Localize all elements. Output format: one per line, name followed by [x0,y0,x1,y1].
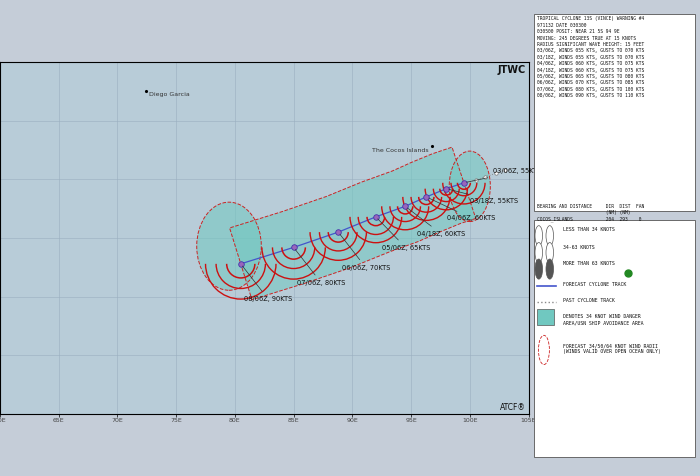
Text: FORECAST CYCLONE TRACK: FORECAST CYCLONE TRACK [563,282,626,287]
Text: 03/06Z, 55KTS: 03/06Z, 55KTS [467,169,542,182]
FancyBboxPatch shape [537,309,554,325]
Text: FORECAST 34/50/64 KNOT WIND RADII
(WINDS VALID OVER OPEN OCEAN ONLY): FORECAST 34/50/64 KNOT WIND RADII (WINDS… [563,343,661,354]
Text: TROPICAL CYCLONE 13S (VINCE) WARNING #4
971132 DATE 030300
030500 POSIT: NEAR 21: TROPICAL CYCLONE 13S (VINCE) WARNING #4 … [537,16,644,98]
Circle shape [546,259,554,279]
Ellipse shape [449,151,490,221]
Text: 06/06Z, 70KTS: 06/06Z, 70KTS [340,234,390,271]
Circle shape [535,243,542,263]
Text: LESS THAN 34 KNOTS: LESS THAN 34 KNOTS [563,227,615,232]
Circle shape [546,226,554,246]
Text: 05/06Z, 65KTS: 05/06Z, 65KTS [378,219,430,251]
Text: 03/18Z, 55KTS: 03/18Z, 55KTS [449,189,518,204]
Circle shape [546,243,554,263]
FancyBboxPatch shape [533,220,695,457]
Text: 34-63 KNOTS: 34-63 KNOTS [563,245,594,249]
FancyBboxPatch shape [533,14,695,210]
Text: BEARING AND DISTANCE     DIR  DIST  FAN
                         (NM) (NM)
COCOS: BEARING AND DISTANCE DIR DIST FAN (NM) (… [537,204,644,222]
Text: The Cocos Islands: The Cocos Islands [372,148,428,153]
Text: 07/06Z, 80KTS: 07/06Z, 80KTS [295,249,346,286]
Circle shape [535,259,542,279]
Text: DENOTES 34 KNOT WIND DANGER
AREA/USN SHIP AVOIDANCE AREA: DENOTES 34 KNOT WIND DANGER AREA/USN SHI… [563,314,643,326]
Text: PAST CYCLONE TRACK: PAST CYCLONE TRACK [563,298,615,303]
Text: 04/18Z, 60KTS: 04/18Z, 60KTS [407,208,466,237]
Text: 04/06Z, 60KTS: 04/06Z, 60KTS [429,198,496,221]
Ellipse shape [197,202,261,290]
Circle shape [535,226,542,246]
Text: MORE THAN 63 KNOTS: MORE THAN 63 KNOTS [563,261,615,266]
Text: ATCF®: ATCF® [500,403,526,412]
Text: Diego Garcia: Diego Garcia [149,92,190,97]
Text: 08/06Z, 90KTS: 08/06Z, 90KTS [242,266,293,302]
Text: JTWC: JTWC [498,65,526,75]
Polygon shape [230,147,476,300]
